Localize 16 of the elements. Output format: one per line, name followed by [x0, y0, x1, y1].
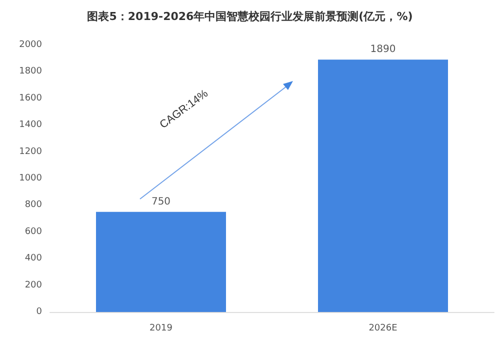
y-tick-label: 1400 — [19, 120, 42, 130]
chart-title: 图表5：2019-2026年中国智慧校园行业发展前景预测(亿元，%) — [87, 10, 413, 23]
x-tick-label: 2019 — [150, 324, 173, 334]
y-tick-label: 2000 — [19, 40, 42, 50]
y-tick-label: 400 — [24, 254, 42, 264]
y-tick-label: 1600 — [19, 93, 42, 104]
x-tick-label: 2026E — [368, 324, 398, 334]
y-tick-label: 1800 — [19, 66, 42, 77]
data-label: 1890 — [370, 44, 396, 56]
y-tick-label: 0 — [36, 307, 42, 317]
y-tick-label: 1200 — [19, 146, 42, 157]
y-tick-label: 1000 — [19, 174, 42, 184]
y-tick-label: 800 — [24, 200, 42, 210]
y-tick-label: 200 — [24, 280, 42, 290]
y-tick-label: 600 — [24, 226, 42, 237]
data-label: 750 — [151, 196, 171, 208]
